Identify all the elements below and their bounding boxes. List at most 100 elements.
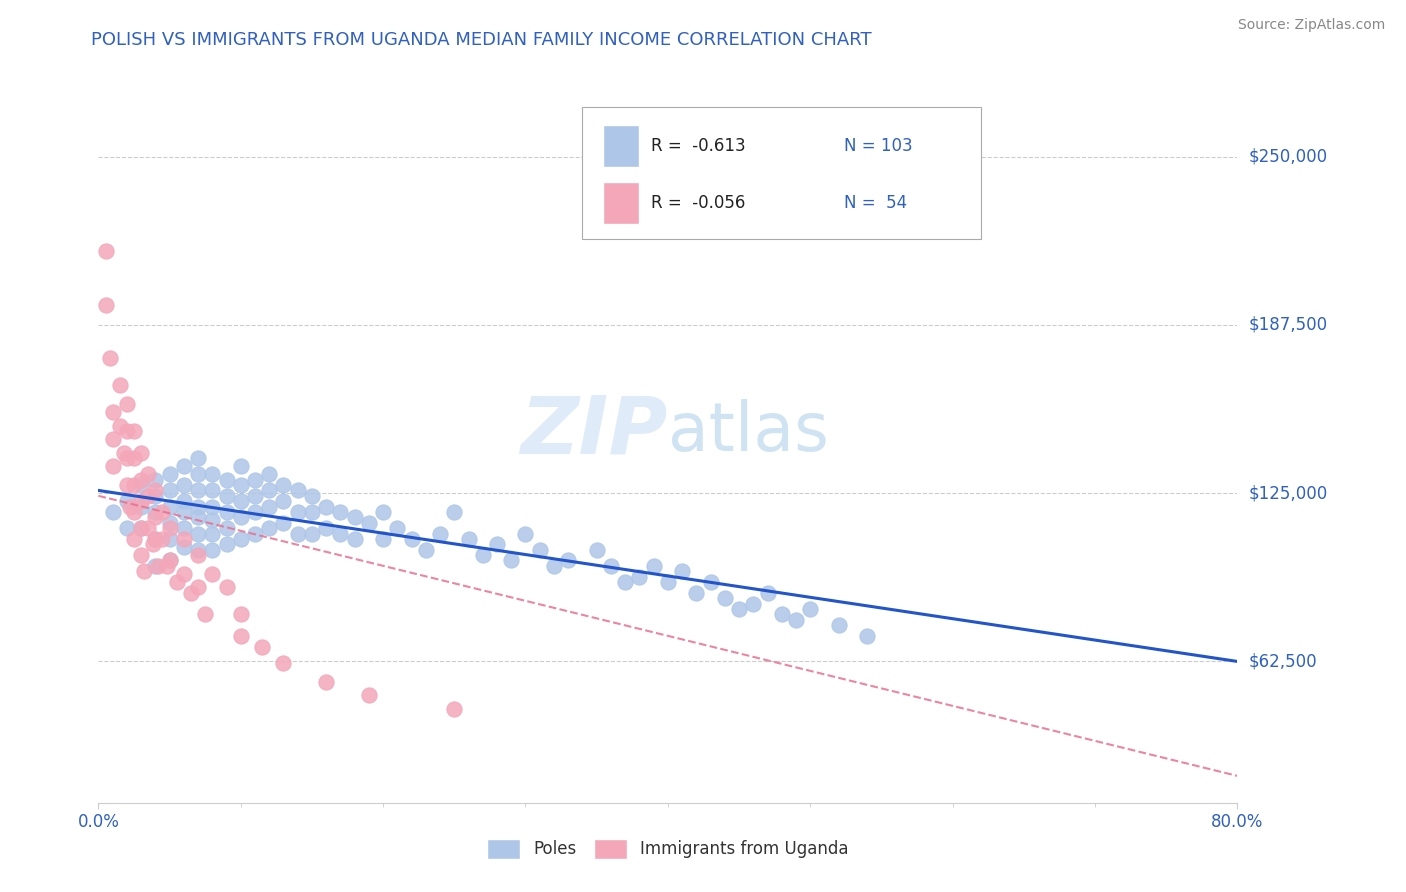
Text: $125,000: $125,000: [1249, 484, 1327, 502]
Point: [129, 446, 152, 460]
Text: N =  54: N = 54: [845, 194, 907, 212]
Point: [229, 459, 252, 474]
Point: [101, 405, 124, 419]
Point: [229, 478, 252, 492]
Point: [129, 521, 152, 535]
Point: [201, 500, 224, 514]
Point: [159, 553, 181, 567]
Point: [122, 478, 145, 492]
Text: N = 103: N = 103: [845, 137, 912, 155]
Point: [145, 483, 167, 498]
Point: [187, 510, 209, 524]
Point: [287, 483, 309, 498]
Point: [315, 500, 337, 514]
Point: [129, 473, 152, 487]
Point: [101, 459, 124, 474]
Point: [357, 688, 380, 702]
Point: [343, 532, 366, 546]
Point: [129, 494, 152, 508]
Point: [159, 500, 181, 514]
Point: [585, 542, 607, 557]
Point: [229, 510, 252, 524]
Point: [187, 451, 209, 466]
Point: [229, 494, 252, 508]
Point: [685, 586, 707, 600]
Point: [115, 397, 138, 411]
Point: [229, 629, 252, 643]
Point: [357, 516, 380, 530]
Text: R =  -0.056: R = -0.056: [651, 194, 745, 212]
Point: [259, 521, 281, 535]
FancyBboxPatch shape: [582, 107, 981, 239]
Point: [373, 532, 395, 546]
Point: [129, 548, 152, 562]
Point: [145, 473, 167, 487]
Point: [187, 500, 209, 514]
Point: [173, 505, 195, 519]
Point: [471, 548, 494, 562]
Point: [187, 542, 209, 557]
Point: [187, 580, 209, 594]
Text: Source: ZipAtlas.com: Source: ZipAtlas.com: [1237, 18, 1385, 32]
Point: [187, 548, 209, 562]
Point: [529, 542, 551, 557]
Point: [145, 532, 167, 546]
Point: [145, 558, 167, 573]
Point: [98, 351, 121, 366]
Point: [145, 489, 167, 503]
Point: [129, 521, 152, 535]
Point: [173, 494, 195, 508]
Point: [180, 586, 202, 600]
Point: [457, 532, 479, 546]
Point: [101, 505, 124, 519]
Point: [315, 521, 337, 535]
Point: [215, 580, 238, 594]
Point: [156, 558, 179, 573]
Text: $250,000: $250,000: [1249, 147, 1327, 166]
Point: [152, 532, 174, 546]
Point: [159, 521, 181, 535]
Point: [215, 505, 238, 519]
Point: [557, 553, 579, 567]
Point: [187, 467, 209, 482]
Point: [115, 521, 138, 535]
Point: [159, 483, 181, 498]
Point: [643, 558, 665, 573]
Point: [714, 591, 737, 606]
Point: [657, 574, 679, 589]
Point: [112, 446, 135, 460]
Text: ZIP: ZIP: [520, 392, 668, 471]
Point: [501, 553, 523, 567]
Point: [215, 537, 238, 551]
Point: [429, 526, 451, 541]
Point: [273, 478, 295, 492]
Point: [243, 526, 266, 541]
Point: [756, 586, 779, 600]
Point: [201, 483, 224, 498]
Point: [614, 574, 637, 589]
Point: [443, 701, 465, 715]
Point: [443, 505, 465, 519]
Point: [173, 540, 195, 554]
Text: R =  -0.613: R = -0.613: [651, 137, 745, 155]
Point: [132, 564, 155, 578]
Point: [173, 566, 195, 581]
Point: [129, 500, 152, 514]
Point: [194, 607, 217, 622]
Point: [136, 467, 159, 482]
Point: [259, 467, 281, 482]
Point: [486, 537, 509, 551]
Point: [115, 451, 138, 466]
Point: [115, 478, 138, 492]
Point: [543, 558, 565, 573]
Point: [152, 505, 174, 519]
Point: [243, 473, 266, 487]
Point: [329, 505, 352, 519]
Point: [115, 494, 138, 508]
Text: POLISH VS IMMIGRANTS FROM UGANDA MEDIAN FAMILY INCOME CORRELATION CHART: POLISH VS IMMIGRANTS FROM UGANDA MEDIAN …: [91, 31, 872, 49]
Point: [828, 618, 851, 632]
Point: [215, 521, 238, 535]
Point: [273, 494, 295, 508]
Point: [187, 483, 209, 498]
Point: [148, 558, 170, 573]
